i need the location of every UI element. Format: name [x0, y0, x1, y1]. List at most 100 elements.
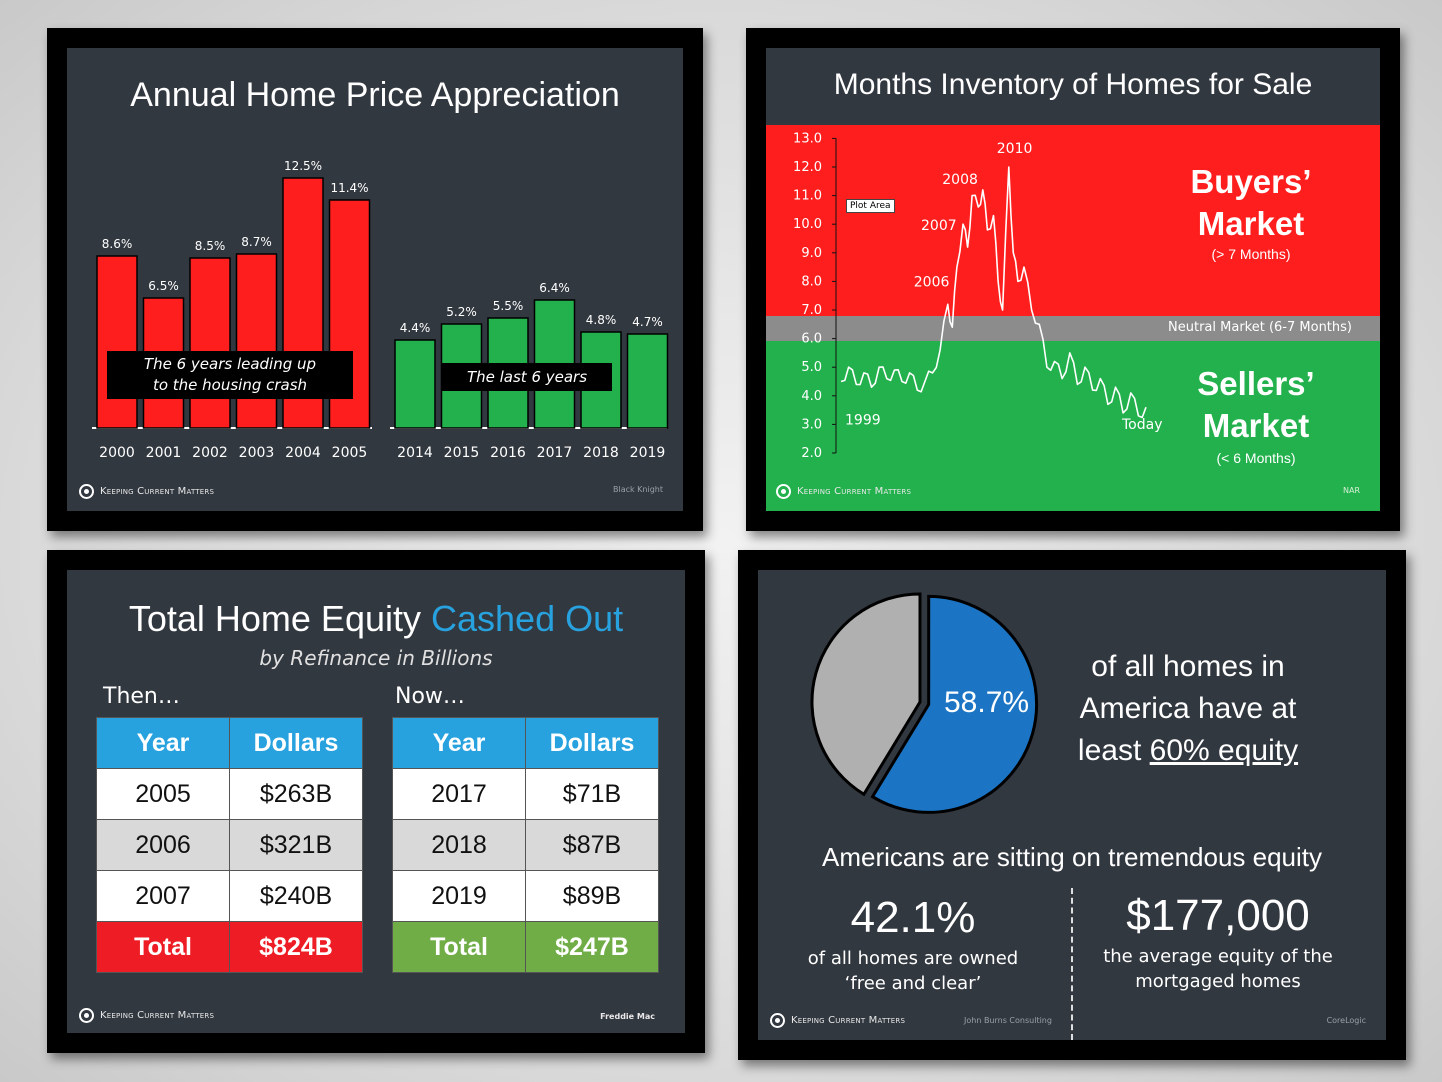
x-tick-label-2018: 2018: [583, 445, 619, 461]
data-label-2005: 11.4%: [330, 181, 368, 195]
then-total-label: Total: [96, 921, 230, 973]
stat1-value: 42.1%: [850, 893, 976, 942]
x-tick-label-2004: 2004: [285, 445, 321, 461]
bar-2019: [626, 333, 669, 429]
stat2-value: $177,000: [1126, 891, 1310, 940]
pie-slice-equity: [870, 594, 1039, 814]
then-year-cell: 2005: [96, 768, 230, 820]
bar-2002: [189, 257, 231, 429]
kcm-logo: Keeping Current Matters: [79, 1008, 214, 1023]
kcm-logo: Keeping Current Matters: [770, 1013, 905, 1028]
bar-2014: [394, 339, 436, 429]
source-right: CoreLogic: [1326, 1016, 1366, 1025]
annotation-crash-line-2: to the housing crash: [152, 376, 308, 394]
then-header-dollars: Dollars: [229, 717, 363, 769]
stat1-line-1: of all homes are owned: [807, 948, 1019, 969]
data-label-2014: 4.4%: [400, 321, 431, 335]
source-label: NAR: [1342, 486, 1360, 495]
stat-divider: [1071, 888, 1073, 1040]
annotation-2008: 2008: [942, 172, 978, 188]
stat-average-equity: $177,000 the average equity of the mortg…: [1083, 888, 1353, 994]
slide-inventory: Months Inventory of Homes for Sale 2.0 3.…: [766, 48, 1380, 511]
zone-buyers: [766, 125, 1380, 316]
y-tick-label: 12.0: [793, 160, 822, 175]
then-table: Year Dollars 2005 $263B 2006 $321B 2007 …: [96, 717, 363, 973]
y-tick-label: 4.0: [801, 389, 822, 404]
buyers-sublabel: (> 7 Months): [1211, 246, 1291, 262]
pie-percent-label: 58.7%: [944, 686, 1030, 719]
stat2-line-1: the average equity of the: [1103, 946, 1333, 967]
now-total-row: Total $247B: [392, 921, 659, 973]
then-year-cell: 2006: [96, 819, 230, 871]
annotation-last6-text: The last 6 years: [466, 368, 588, 386]
data-label-2018: 4.8%: [586, 313, 617, 327]
data-label-2002: 8.5%: [195, 239, 226, 253]
pie-chart: [810, 592, 1039, 814]
neutral-market-label: Neutral Market (6-7 Months): [1168, 320, 1352, 335]
y-tick-label: 2.0: [801, 446, 822, 461]
kcm-logo-icon: [79, 484, 94, 499]
x-tick-label-2000: 2000: [99, 445, 135, 461]
x-tick-label-2019: 2019: [630, 445, 666, 461]
stat-free-and-clear: 42.1% of all homes are owned ‘free and c…: [778, 890, 1048, 996]
then-dollars-cell: $321B: [229, 819, 363, 871]
x-tick-label-2005: 2005: [332, 445, 368, 461]
annotation-1999: 1999: [845, 412, 881, 428]
y-tick-label: 6.0: [801, 332, 822, 347]
y-tick-label: 9.0: [801, 246, 822, 261]
headline-emphasis: 60% equity: [1149, 734, 1299, 767]
annotation-2006: 2006: [914, 274, 950, 290]
then-label: Then…: [103, 684, 180, 709]
equity-title-plain: Total Home Equity: [128, 598, 431, 639]
data-label-2016: 5.5%: [493, 299, 524, 313]
y-tick-label: 7.0: [801, 303, 822, 318]
source-label: Black Knight: [612, 485, 663, 494]
equity-subtitle: by Refinance in Billions: [259, 646, 493, 670]
now-year-cell: 2018: [392, 819, 526, 871]
pie-slice-remainder: [810, 592, 922, 797]
x-tick-label-2017: 2017: [537, 445, 573, 461]
y-tick-label: 10.0: [793, 217, 822, 232]
chart-title: Months Inventory of Homes for Sale: [833, 68, 1313, 101]
x-tick-label-2015: 2015: [444, 445, 480, 461]
sellers-sublabel: (< 6 Months): [1216, 450, 1296, 466]
stat1-line-2: ‘free and clear’: [844, 973, 982, 994]
then-header-year: Year: [96, 717, 230, 769]
table-row: 2006 $321B: [96, 819, 363, 871]
kcm-logo-text: Keeping Current Matters: [791, 1015, 906, 1026]
x-tick-label-2016: 2016: [490, 445, 526, 461]
then-dollars-cell: $263B: [229, 768, 363, 820]
equity-title-accent: Cashed Out: [431, 598, 624, 639]
table-row: 2018 $87B: [392, 819, 659, 871]
kcm-logo-icon: [79, 1008, 94, 1023]
slide-equity-stats: 58.7% of all homes in America have at le…: [758, 570, 1386, 1040]
annotation-2007: 2007: [921, 218, 957, 234]
data-label-2019: 4.7%: [632, 315, 663, 329]
annotation-crash-box: The 6 years leading up to the housing cr…: [107, 351, 353, 399]
now-label: Now…: [395, 684, 465, 709]
sellers-label-line-1: Sellers’: [1197, 365, 1315, 402]
now-total-label: Total: [392, 921, 526, 973]
headline-line-3: least: [1077, 734, 1150, 767]
bar-chart: 8.6% 2000 6.5% 2001 8.5% 2002 8.7% 2003 12.5% 200…: [92, 159, 669, 461]
annotation-crash-line-1: The 6 years leading up: [143, 355, 317, 373]
headline-line-2: America have at: [1079, 692, 1297, 725]
now-year-cell: 2017: [392, 768, 526, 820]
sellers-market-label: Sellers’ Market (< 6 Months): [1166, 363, 1346, 469]
table-row: 2019 $89B: [392, 870, 659, 922]
data-label-2003: 8.7%: [241, 235, 272, 249]
data-label-2000: 8.6%: [102, 237, 133, 251]
equity-subheadline: Americans are sitting on tremendous equi…: [821, 842, 1323, 872]
then-total-value: $824B: [229, 921, 363, 973]
data-label-2001: 6.5%: [148, 279, 179, 293]
y-tick-label: 3.0: [801, 417, 822, 432]
annotation-today: Today: [1121, 417, 1163, 433]
inventory-line: [840, 166, 1147, 419]
now-total-value: $247B: [525, 921, 659, 973]
x-tick-label-2002: 2002: [192, 445, 228, 461]
kcm-logo-text: Keeping Current Matters: [100, 486, 215, 497]
now-dollars-cell: $89B: [525, 870, 659, 922]
slide-equity-cashed-out: Total Home Equity Cashed Out by Refinanc…: [67, 570, 685, 1033]
table-row: 2007 $240B: [96, 870, 363, 922]
headline-line-1: of all homes in: [1091, 650, 1285, 683]
